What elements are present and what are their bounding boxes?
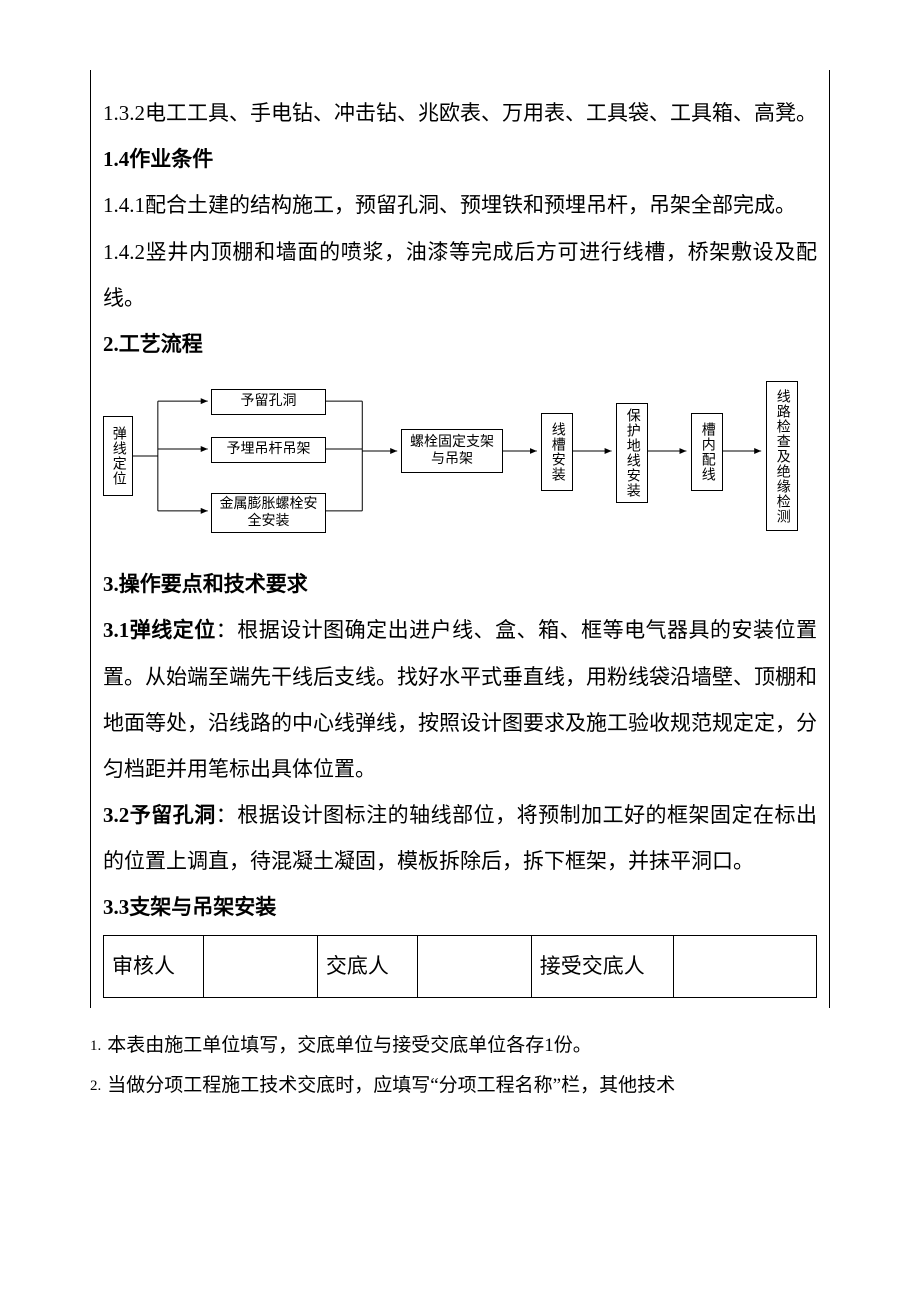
- cell-recipient-value: [674, 935, 817, 998]
- flow-node-2a: 予留孔洞: [211, 389, 326, 415]
- paragraph-3-2: 3.2予留孔洞：根据设计图标注的轴线部位，将预制加工好的框架固定在标出的位置上调…: [103, 792, 817, 884]
- footnote-1-text: 本表由施工单位填写，交底单位与接受交底单位各存1份。: [107, 1035, 592, 1056]
- text-3-1: ：根据设计图确定出进户线、盒、箱、框等电气器具的安装位置置。从始端至端先干线后支…: [103, 618, 817, 781]
- label-3-2: 3.2予留孔洞: [103, 803, 216, 827]
- flow-node-6: 槽内配线: [691, 413, 723, 491]
- cell-recipient-label: 接受交底人: [531, 935, 674, 998]
- flow-node-2b-label: 予埋吊杆吊架: [227, 441, 311, 459]
- heading-2: 2.工艺流程: [103, 321, 817, 367]
- flow-node-1: 弹线定位: [103, 416, 133, 496]
- flow-node-7-label: 线路检查及绝缘检测: [773, 389, 791, 524]
- footnote-1-num: 1.: [90, 1038, 107, 1054]
- flow-node-6-label: 槽内配线: [698, 422, 716, 482]
- footnote-1: 1.本表由施工单位填写，交底单位与接受交底单位各存1份。: [90, 1026, 830, 1066]
- flow-node-2c: 金属膨胀螺栓安全安装: [211, 493, 326, 533]
- process-flowchart: 弹线定位 予留孔洞 予埋吊杆吊架 金属膨胀螺栓安全安装 螺栓固定支架与吊架 线槽…: [103, 371, 817, 551]
- signature-table: 审核人 交底人 接受交底人: [103, 935, 817, 999]
- flow-node-4: 线槽安装: [541, 413, 573, 491]
- flow-node-7: 线路检查及绝缘检测: [766, 381, 798, 531]
- cell-disclosure-label: 交底人: [317, 935, 417, 998]
- table-row: 审核人 交底人 接受交底人: [104, 935, 817, 998]
- cell-disclosure-value: [417, 935, 531, 998]
- footnote-2-num: 2.: [90, 1078, 107, 1094]
- heading-1-4: 1.4作业条件: [103, 136, 817, 182]
- flow-node-3: 螺栓固定支架与吊架: [401, 429, 503, 473]
- footnotes: 1.本表由施工单位填写，交底单位与接受交底单位各存1份。 2.当做分项工程施工技…: [90, 1026, 830, 1106]
- flow-node-2c-label: 金属膨胀螺栓安全安装: [215, 496, 322, 531]
- heading-3: 3.操作要点和技术要求: [103, 561, 817, 607]
- paragraph-3-1: 3.1弹线定位：根据设计图确定出进户线、盒、箱、框等电气器具的安装位置置。从始端…: [103, 607, 817, 792]
- footnote-2: 2.当做分项工程施工技术交底时，应填写“分项工程名称”栏，其他技术: [90, 1066, 830, 1106]
- flow-node-2a-label: 予留孔洞: [241, 393, 297, 411]
- flow-node-2b: 予埋吊杆吊架: [211, 437, 326, 463]
- label-3-1: 3.1弹线定位: [103, 618, 216, 642]
- bordered-content: 1.3.2电工工具、手电钻、冲击钻、兆欧表、万用表、工具袋、工具箱、高凳。 1.…: [90, 70, 830, 1008]
- flow-node-4-label: 线槽安装: [548, 422, 566, 482]
- heading-3-3: 3.3支架与吊架安装: [103, 884, 817, 930]
- paragraph-1-4-2: 1.4.2竖井内顶棚和墙面的喷浆，油漆等完成后方可进行线槽，桥架敷设及配线。: [103, 229, 817, 321]
- flow-node-1-label: 弹线定位: [109, 426, 127, 486]
- footnote-2-text: 当做分项工程施工技术交底时，应填写“分项工程名称”栏，其他技术: [107, 1075, 675, 1096]
- cell-reviewer-label: 审核人: [104, 935, 204, 998]
- document-page: 1.3.2电工工具、手电钻、冲击钻、兆欧表、万用表、工具袋、工具箱、高凳。 1.…: [0, 0, 920, 1136]
- flow-node-3-label: 螺栓固定支架与吊架: [405, 434, 499, 469]
- flow-node-5-label: 保护地线安装: [623, 408, 641, 498]
- paragraph-1-4-1: 1.4.1配合土建的结构施工，预留孔洞、预埋铁和预埋吊杆，吊架全部完成。: [103, 182, 817, 228]
- paragraph-1-3-2: 1.3.2电工工具、手电钻、冲击钻、兆欧表、万用表、工具袋、工具箱、高凳。: [103, 90, 817, 136]
- flow-node-5: 保护地线安装: [616, 403, 648, 503]
- cell-reviewer-value: [203, 935, 317, 998]
